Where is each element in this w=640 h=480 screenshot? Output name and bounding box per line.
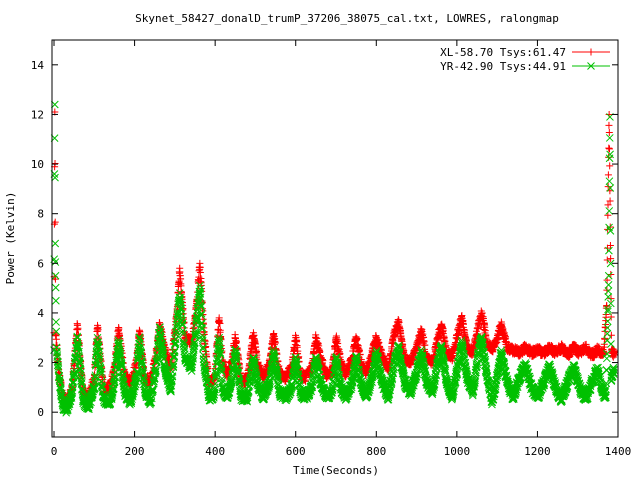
chart-title: Skynet_58427_donalD_trumP_37206_38075_ca… — [135, 12, 559, 25]
data-sample — [74, 324, 82, 332]
data-sample — [606, 162, 614, 170]
data-sample — [94, 325, 102, 333]
data-sample — [270, 329, 278, 337]
data-sample — [604, 171, 612, 179]
data-sample — [51, 218, 59, 226]
data-sample — [51, 283, 60, 292]
data-sample — [294, 347, 302, 355]
data-point — [51, 239, 60, 248]
series-layer — [50, 100, 619, 417]
data-sample — [293, 343, 301, 351]
data-sample — [52, 318, 60, 326]
data-sample — [216, 326, 224, 334]
data-sample — [605, 121, 613, 129]
data-sample — [605, 144, 613, 152]
series-2 — [50, 100, 618, 417]
data-sample — [52, 296, 60, 305]
data-point — [605, 110, 613, 118]
data-sample — [196, 268, 204, 276]
data-sample — [52, 335, 60, 343]
data-sample — [51, 275, 59, 283]
data-sample — [253, 351, 261, 359]
data-sample — [282, 377, 290, 385]
data-sample — [334, 339, 342, 347]
data-sample — [313, 334, 321, 342]
data-sample — [607, 271, 615, 279]
data-sample — [51, 160, 59, 168]
data-sample — [216, 320, 224, 328]
data-sample — [51, 258, 60, 266]
data-sample — [232, 338, 240, 346]
